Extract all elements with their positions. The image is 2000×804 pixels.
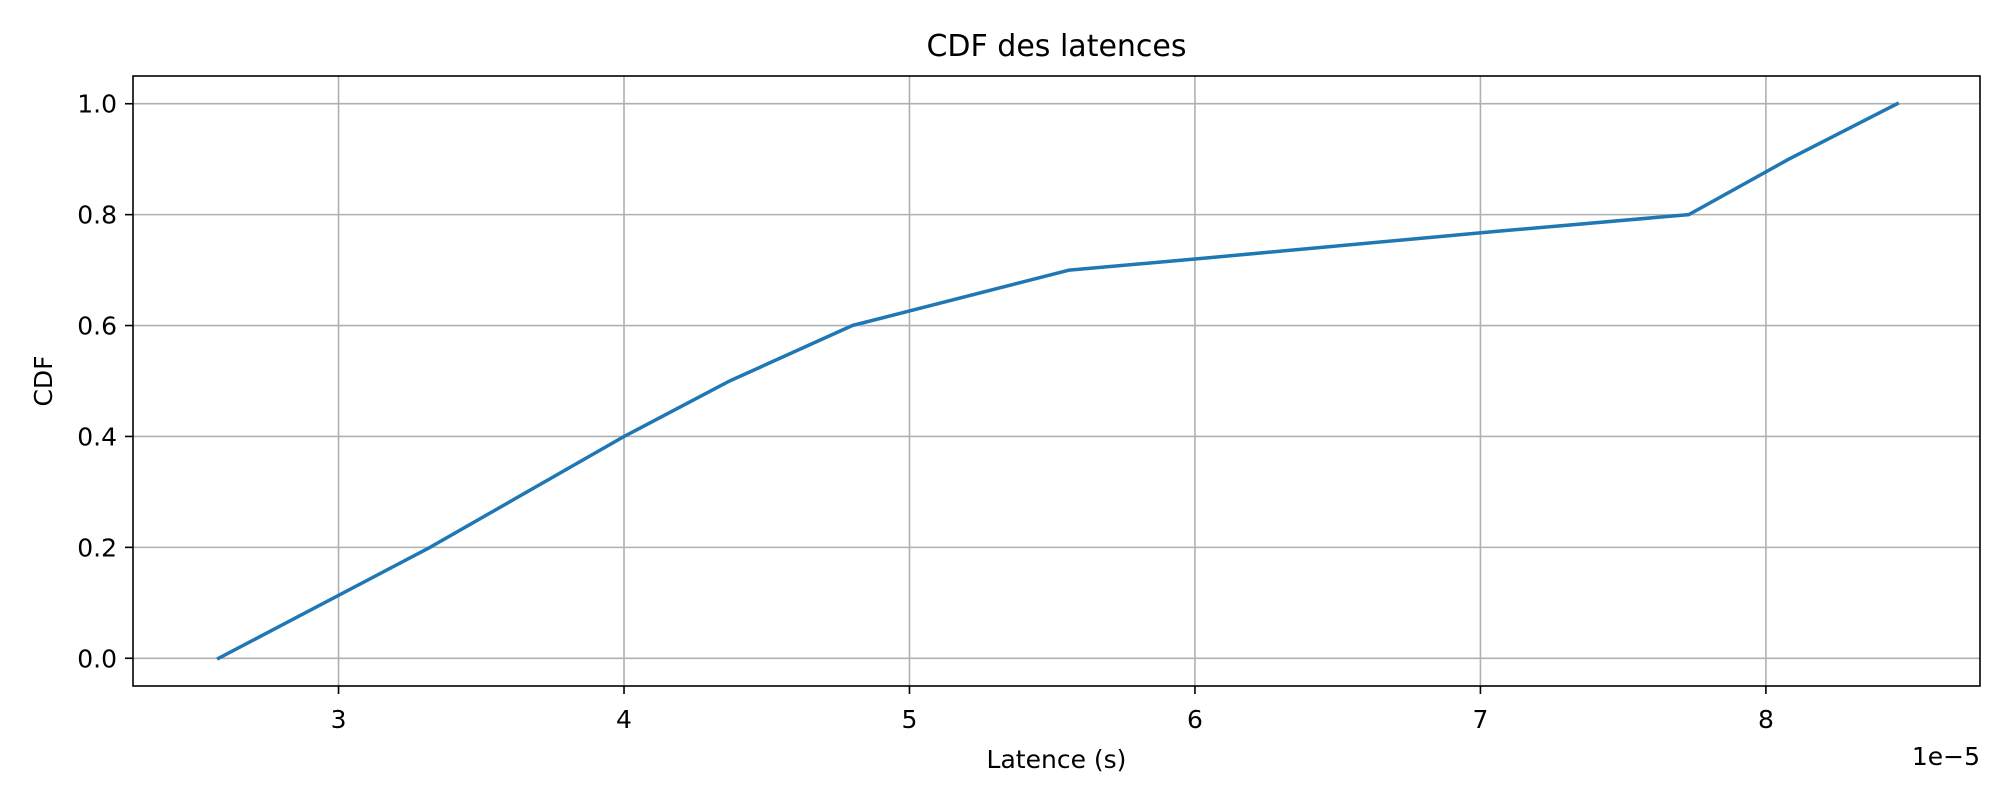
y-tick-label: 0.0 — [77, 644, 117, 673]
x-tick-label: 4 — [616, 705, 632, 734]
x-tick-label: 5 — [902, 705, 918, 734]
y-tick-label: 0.2 — [77, 533, 117, 562]
series-layer — [216, 101, 1900, 661]
y-tick-label: 0.8 — [77, 201, 117, 230]
y-tick-label: 0.4 — [77, 422, 117, 451]
y-tick-label: 0.6 — [77, 312, 117, 341]
x-axis-offset-label: 1e−5 — [1912, 742, 1980, 771]
x-tick-label: 6 — [1187, 705, 1203, 734]
x-tick-label: 8 — [1758, 705, 1774, 734]
plot-frame — [132, 75, 1981, 687]
cdf-series-line — [216, 101, 1900, 661]
grid-layer — [133, 76, 1980, 686]
x-tick-label: 7 — [1472, 705, 1488, 734]
y-tick-label: 1.0 — [77, 90, 117, 119]
x-tick-label: 3 — [331, 705, 347, 734]
chart-title: CDF des latences — [926, 29, 1186, 64]
y-axis-label: CDF — [29, 355, 58, 406]
x-axis-label: Latence (s) — [987, 745, 1127, 774]
tick-layer: 3 4 5 6 7 8 0.0 0.2 0.4 0.6 0.8 1.0 — [77, 90, 1774, 734]
